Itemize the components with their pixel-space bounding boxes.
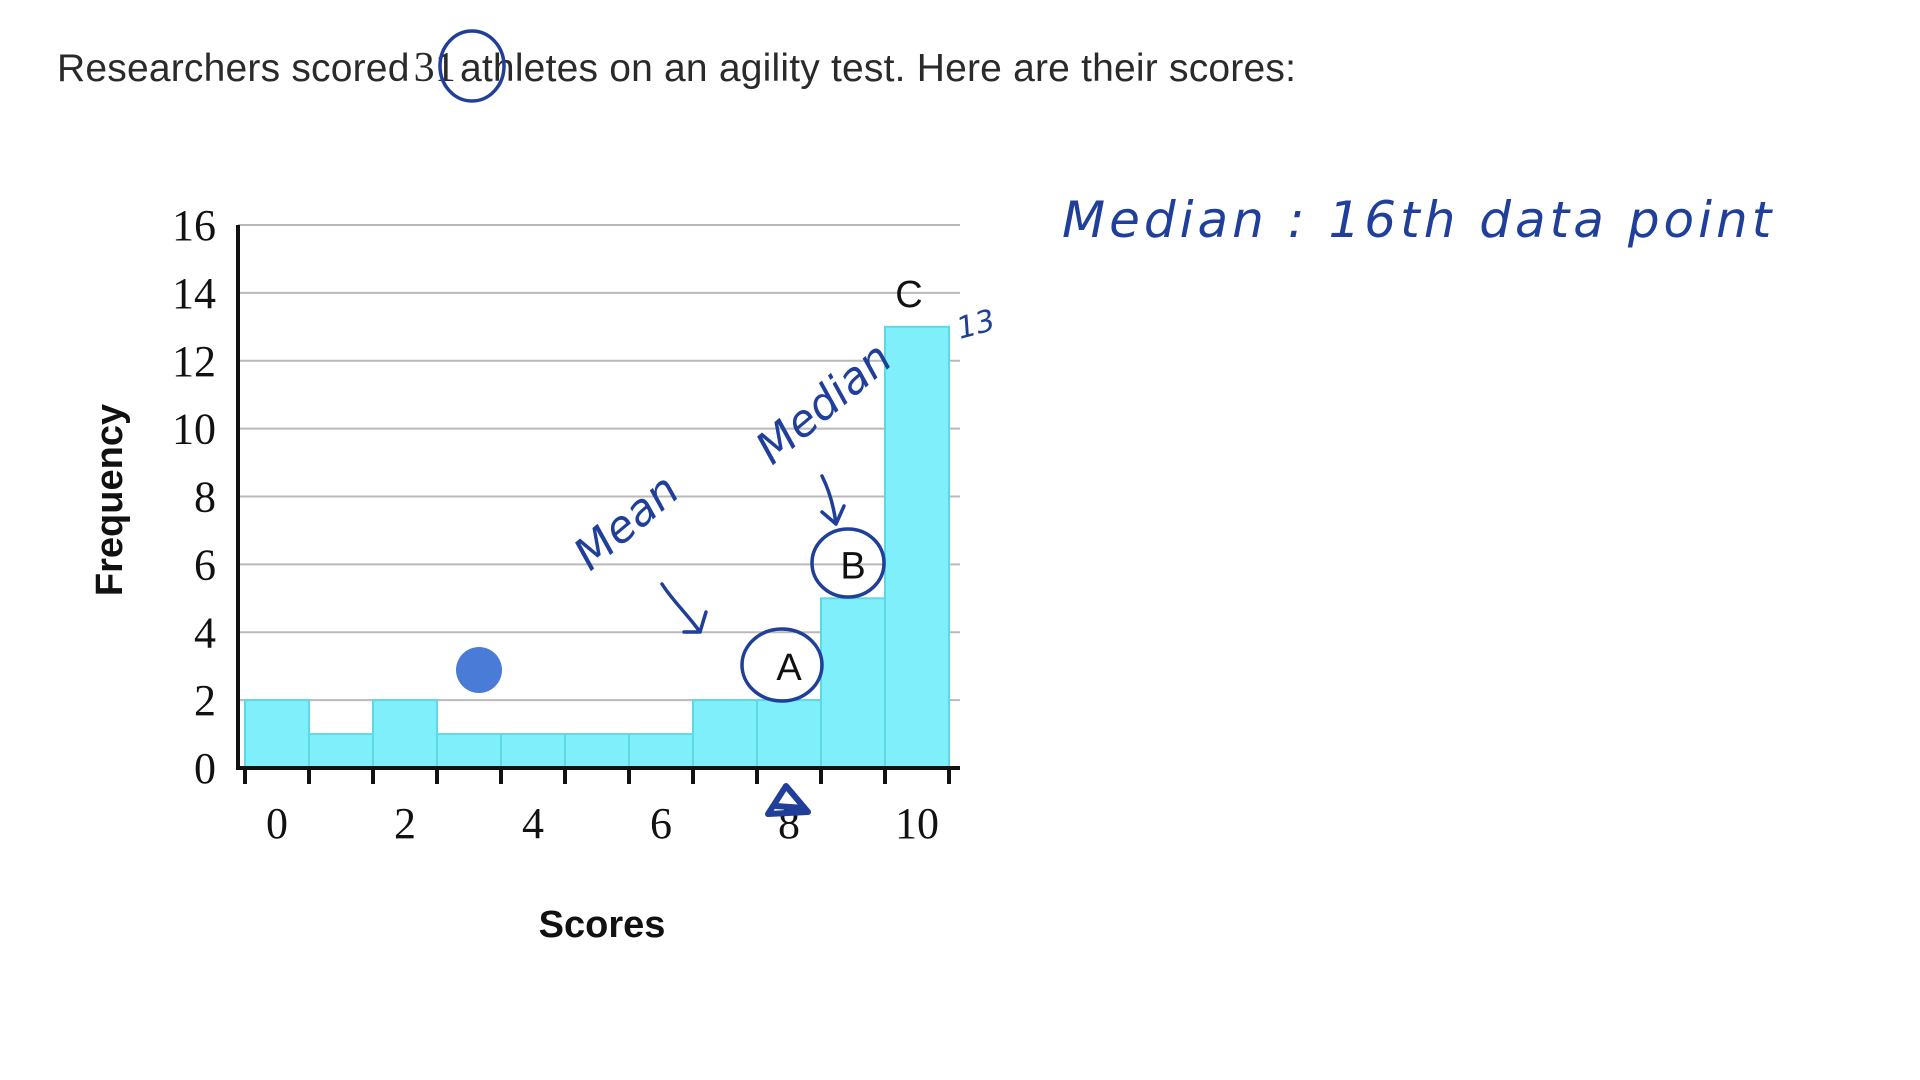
athlete-count: 31	[413, 45, 456, 91]
x-tick-label: 0	[266, 799, 288, 848]
y-tick-label: 6	[194, 540, 216, 589]
y-tick-label: 0	[194, 744, 216, 793]
mean-arrow-icon	[660, 582, 708, 634]
y-tick-label: 2	[194, 676, 216, 725]
median-note-text: Median : 16th data point	[1062, 191, 1775, 249]
y-tick-label: 10	[172, 405, 216, 454]
mean-handwritten-label: Mean	[564, 464, 689, 580]
y-tick-labels: 0 2 4 6 8 10 12 14 16	[172, 201, 216, 793]
histogram-bar	[692, 699, 758, 769]
bar-letter-label: B	[840, 545, 865, 587]
count-circle-mark	[438, 29, 506, 103]
histogram-bar	[308, 733, 374, 769]
histogram-bar	[884, 325, 950, 769]
circle-mark-a	[740, 627, 824, 703]
bar-letter-label: C	[895, 274, 922, 316]
axes	[236, 225, 960, 784]
y-tick-label: 16	[172, 201, 216, 250]
x-tick-label: 4	[522, 799, 544, 848]
y-tick-label: 8	[194, 473, 216, 522]
x-tick-labels: 0 2 4 6 8 10	[266, 799, 939, 848]
y-tick-label: 4	[194, 608, 216, 657]
y-tick-label: 12	[172, 337, 216, 386]
histogram-bar	[628, 733, 694, 769]
x-tick-label: 2	[394, 799, 416, 848]
y-tick-label: 14	[172, 269, 216, 318]
mean-dot-marker	[456, 647, 502, 693]
median-arrow-icon	[820, 474, 846, 526]
median-handwritten-label: Median	[746, 332, 901, 474]
question-text: Researchers scored31 athletes on an agili…	[57, 44, 1296, 92]
histogram-bar	[564, 733, 630, 769]
histogram-bar	[372, 699, 438, 769]
question-prefix: Researchers scored	[57, 47, 410, 90]
x-axis-title: Scores	[539, 904, 666, 946]
bar-letter-label: A	[776, 647, 802, 689]
x-tick-label: 6	[650, 799, 672, 848]
histogram-bar	[756, 699, 822, 769]
histogram-bar	[436, 733, 502, 769]
bar-letter-labels: A B C	[776, 274, 922, 689]
handwritten-annotations: Median : 16th data point Mean Median 13	[438, 29, 1775, 817]
x-tick-label: 10	[895, 799, 939, 848]
x-axis-pointer-mark	[765, 783, 811, 817]
y-axis-title: Frequency	[89, 404, 131, 596]
question-suffix: athletes on an agility test. Here are th…	[460, 47, 1297, 90]
histogram-bar	[820, 597, 886, 769]
histogram-bar	[500, 733, 566, 769]
histogram-bar	[244, 699, 310, 769]
bar-top-value-note: 13	[953, 303, 999, 347]
circle-mark-b	[810, 527, 886, 599]
